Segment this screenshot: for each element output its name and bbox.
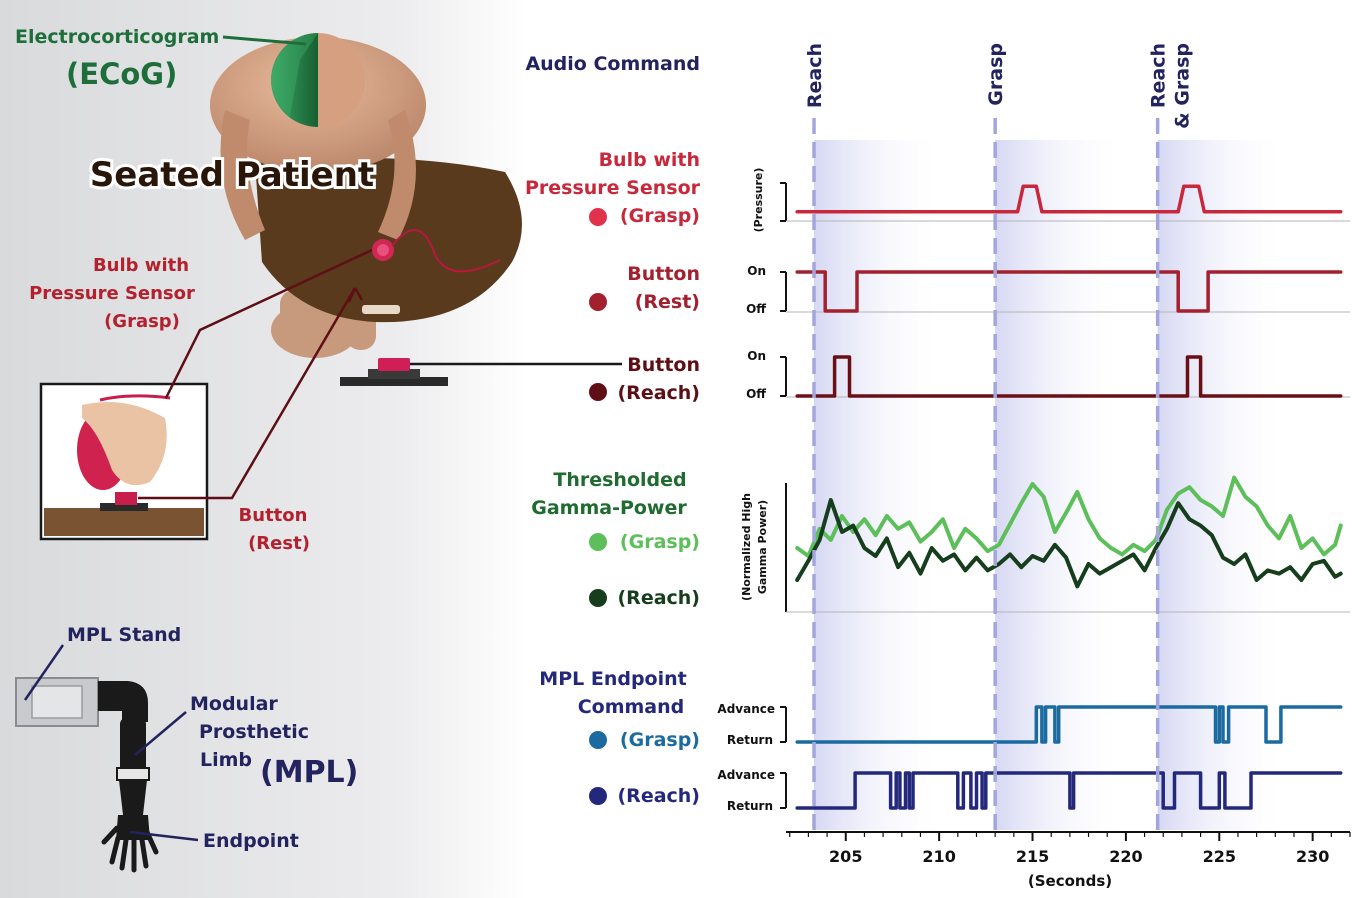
mpl-shoulder xyxy=(98,681,148,722)
mpl-forearm xyxy=(119,780,147,815)
rest-off-label: Off xyxy=(746,302,766,316)
ecog-label: Electrocorticogram xyxy=(15,26,219,48)
mpl-row-label-line2: Command xyxy=(578,696,685,718)
time-tick-label: 205 xyxy=(829,847,862,866)
time-tick-label: 230 xyxy=(1296,847,1329,866)
command-markers: Reach Grasp Reach & Grasp xyxy=(804,43,1194,838)
endpoint-label: Endpoint xyxy=(203,830,299,852)
time-tick-label: 225 xyxy=(1203,847,1236,866)
stand-connector xyxy=(23,644,65,701)
gamma-grasp-label: (Grasp) xyxy=(620,531,700,553)
rest-connector xyxy=(138,287,357,500)
mpl-reach-dot xyxy=(589,787,607,805)
pressure-series xyxy=(795,184,1343,214)
mpl-label-line3: Limb xyxy=(200,749,252,771)
mpl-grasp-series xyxy=(795,705,1343,744)
hand-inset xyxy=(39,382,209,541)
time-tick-label: 220 xyxy=(1109,847,1142,866)
mpl-label-line2: Prosthetic xyxy=(199,721,309,743)
mpl-grasp-advance-label: Advance xyxy=(717,702,775,716)
bulb-grasp-dot xyxy=(589,208,607,226)
mpl-stand-label: MPL Stand xyxy=(67,624,181,646)
command-label: Grasp xyxy=(985,43,1007,106)
pressure-axis-label: (Pressure) xyxy=(752,168,765,233)
mpl-grasp-label: (Grasp) xyxy=(620,729,700,751)
mpl-hand xyxy=(116,815,150,840)
gamma-reach-label: (Reach) xyxy=(618,587,701,609)
time-tick-label: 215 xyxy=(1016,847,1049,866)
desk xyxy=(255,157,522,323)
reach-button-hardware xyxy=(340,358,448,386)
button-rest-label-line1: Button xyxy=(239,505,308,526)
mpl-reach-series xyxy=(795,771,1343,810)
button-rest-label-line2: (Rest) xyxy=(248,533,310,554)
ecog-grid xyxy=(271,33,318,127)
mpl-grasp-dot xyxy=(589,731,607,749)
gamma-grasp-series xyxy=(795,475,1343,558)
bulb-label-line2: Pressure Sensor xyxy=(29,283,195,304)
patient-right-arm xyxy=(378,110,416,240)
mpl-fingers xyxy=(101,825,159,873)
series-lines xyxy=(795,184,1343,810)
gamma-reach-dot xyxy=(589,589,607,607)
time-tick-label: 210 xyxy=(922,847,955,866)
button-rest-row-label-line1: Button xyxy=(627,263,700,285)
patient-illustration xyxy=(210,33,522,358)
mpl-illustration: MPL Stand Modular Prosthetic Limb (MPL) … xyxy=(15,624,358,873)
reach-off-label: Off xyxy=(746,387,766,401)
patient-left-arm xyxy=(220,110,265,240)
time-axis-label: (Seconds) xyxy=(1028,872,1112,890)
gamma-axis-label-line2: Gamma Power) xyxy=(756,500,769,594)
button-reach-row-label-line2: (Reach) xyxy=(618,382,701,404)
ecog-connector xyxy=(222,35,307,46)
command-label: Reach xyxy=(804,43,826,108)
bulb-connector xyxy=(164,248,373,399)
mpl-abbr: (MPL) xyxy=(260,755,358,790)
button-reach-dot xyxy=(589,383,607,401)
bulb-label-line3: (Grasp) xyxy=(104,311,180,332)
bulb-row-label-line1: Bulb with xyxy=(599,149,700,171)
button-rest-dot xyxy=(589,293,607,311)
bulb-tube xyxy=(391,229,501,273)
button-reach-row-label-line1: Button xyxy=(627,354,700,376)
ecog-abbr: (ECoG) xyxy=(66,57,177,91)
button-rest-row-label-line2: (Rest) xyxy=(635,291,700,313)
endpoint-connector xyxy=(129,830,199,842)
button-rest-series xyxy=(795,270,1343,313)
button-reach-series xyxy=(795,355,1343,398)
command-label: & Grasp xyxy=(1172,43,1194,129)
mpl-upper-arm xyxy=(120,718,146,776)
seated-patient-label: Seated Patient xyxy=(90,155,374,195)
mpl-reach-label: (Reach) xyxy=(618,785,701,807)
connector-lines xyxy=(138,35,622,500)
axis-labels: (Pressure) On Off On Off (Normalized Hig… xyxy=(717,168,1112,890)
mpl-reach-advance-label: Advance xyxy=(717,768,775,782)
mpl-grasp-return-label: Return xyxy=(727,733,773,747)
gamma-grasp-dot xyxy=(589,533,607,551)
audio-command-label: Audio Command xyxy=(525,53,700,75)
command-label: Reach xyxy=(1148,43,1170,108)
gamma-reach-series xyxy=(795,498,1343,589)
hand xyxy=(82,401,167,486)
bulb-row-label-line2: Pressure Sensor xyxy=(525,177,701,199)
rest-on-label: On xyxy=(747,264,766,278)
illustration-labels: Electrocorticogram (ECoG) Seated Patient… xyxy=(15,26,377,554)
gamma-row-label-line2: Gamma-Power xyxy=(531,497,687,519)
mpl-reach-return-label: Return xyxy=(727,799,773,813)
gamma-axis-label-line1: (Normalized High xyxy=(740,493,753,601)
mpl-wrist-band xyxy=(116,767,150,781)
desk-button-rest xyxy=(362,305,400,314)
row-labels: Audio Command Bulb with Pressure Sensor … xyxy=(525,53,701,807)
mpl-connector xyxy=(134,711,187,756)
command-shade xyxy=(814,140,945,830)
bulb-label-line1: Bulb with xyxy=(93,255,189,276)
reach-on-label: On xyxy=(747,349,766,363)
mpl-label-line1: Modular xyxy=(190,693,278,715)
mpl-row-label-line1: MPL Endpoint xyxy=(539,668,686,690)
gamma-row-label-line1: Thresholded xyxy=(553,469,686,491)
bulb-row-label-line3: (Grasp) xyxy=(620,205,700,227)
